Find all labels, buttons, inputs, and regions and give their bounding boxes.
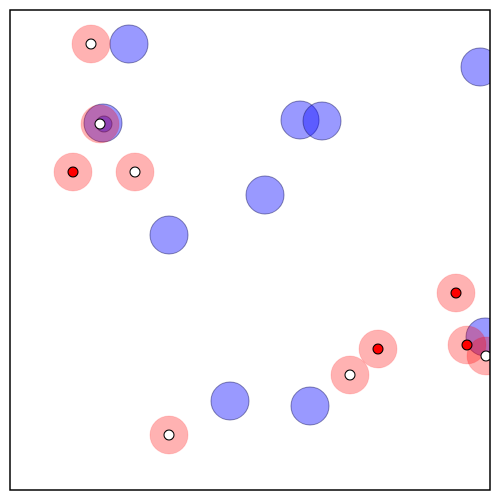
blue-circle-4 (302, 101, 342, 141)
board-background (10, 10, 490, 490)
blue-circle-10 (290, 386, 330, 426)
blue-circle-1 (109, 24, 149, 64)
white-marker-10 (163, 429, 175, 441)
markers-layer (67, 38, 490, 441)
white-marker-8 (480, 350, 490, 362)
blue-circle-6 (245, 175, 285, 215)
blue-circle-9 (210, 381, 250, 421)
white-marker-2 (94, 118, 106, 130)
white-marker-1 (85, 38, 97, 50)
white-marker-9 (344, 369, 356, 381)
blue-circle-3 (280, 100, 320, 140)
board-frame (9, 9, 491, 491)
red-marker-3 (67, 166, 79, 178)
white-marker-4 (129, 166, 141, 178)
blue-circle-7 (149, 215, 189, 255)
blue-circle-2 (460, 47, 490, 87)
red-marker-5 (450, 287, 462, 299)
red-marker-6 (372, 343, 384, 355)
red-circle-8 (466, 336, 490, 376)
red-marker-7 (461, 339, 473, 351)
